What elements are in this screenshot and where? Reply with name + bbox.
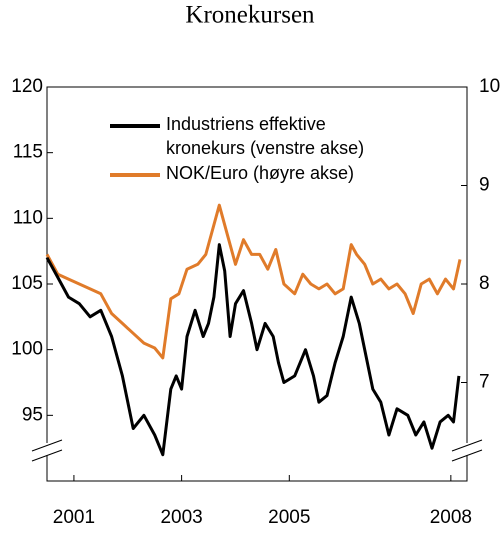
legend-label: NOK/Euro (høyre akse) xyxy=(166,163,355,183)
break-gap xyxy=(30,443,64,455)
series-line xyxy=(45,203,462,360)
series-line xyxy=(45,243,461,457)
y-tick-label: 110 xyxy=(13,207,43,228)
x-tick-label: 2008 xyxy=(430,507,472,528)
break-mark xyxy=(31,449,63,462)
y-tick-label: 95 xyxy=(22,404,43,425)
legend-label: Industriens effektive kronekurs (venstre… xyxy=(166,114,365,158)
y-tick-label: 100 xyxy=(11,339,43,360)
x-tick-label: 2001 xyxy=(53,507,95,528)
y2-tick-label: 10 xyxy=(479,76,500,97)
y-tick-label: 120 xyxy=(11,76,43,97)
x-tick-label: 2005 xyxy=(268,507,310,528)
y-tick-label: 115 xyxy=(13,142,43,163)
break-mark xyxy=(451,449,483,462)
legend-swatch xyxy=(110,173,160,177)
break-mark xyxy=(451,439,483,452)
legend-swatch xyxy=(110,124,160,128)
y-tick-label: 105 xyxy=(11,273,43,294)
chart-title: Kronekursen xyxy=(185,2,315,29)
y2-tick-label: 8 xyxy=(479,273,490,294)
break-gap xyxy=(450,443,484,455)
x-tick-label: 2003 xyxy=(160,507,202,528)
y2-tick-label: 7 xyxy=(479,372,490,393)
y2-tick-label: 9 xyxy=(479,175,490,196)
break-mark xyxy=(31,439,63,452)
axis-break xyxy=(30,439,484,462)
